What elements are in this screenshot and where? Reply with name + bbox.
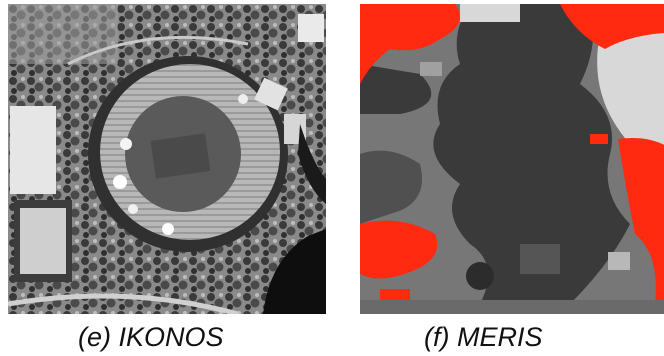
red-class-bottom-left	[360, 220, 438, 279]
water-body	[263, 229, 326, 314]
red-class-top-left	[360, 4, 460, 84]
ikonos-stadium-scene	[8, 4, 326, 314]
meris-caption: (f) MERIS	[424, 322, 543, 352]
building-left	[10, 106, 56, 194]
red-class-top-right	[560, 4, 664, 49]
stadium-pitch	[150, 133, 211, 179]
dark-class-region	[433, 4, 630, 314]
meris-image	[360, 4, 664, 314]
red-class-right	[618, 138, 664, 304]
meris-classification-map	[360, 4, 664, 314]
ikonos-image	[8, 4, 326, 314]
ikonos-caption: (e) IKONOS	[78, 322, 224, 352]
light-class-region	[597, 29, 664, 170]
